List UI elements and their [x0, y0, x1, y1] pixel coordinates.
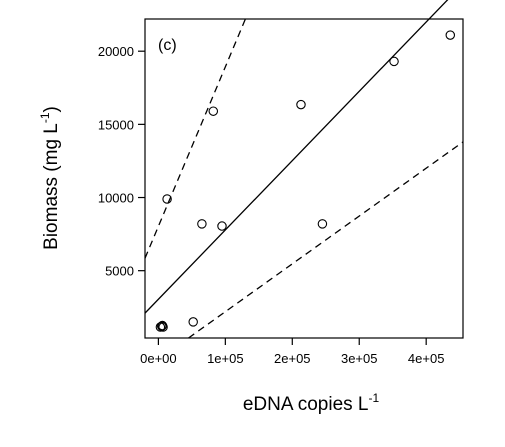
y-tick-label: 15000 [98, 117, 134, 132]
data-points [155, 30, 456, 332]
data-point [208, 106, 219, 116]
x-tick-label: 2e+05 [274, 351, 311, 366]
x-tick-label: 1e+05 [207, 351, 244, 366]
data-point [197, 219, 207, 229]
data-point [445, 30, 456, 40]
y-tick-label: 10000 [98, 191, 134, 206]
x-tick-label: 4e+05 [408, 351, 445, 366]
data-point [389, 56, 399, 67]
data-point [157, 320, 168, 331]
upper-confidence-line [144, 18, 247, 259]
data-point [155, 322, 166, 332]
panel-label: (c) [158, 37, 177, 54]
y-tick-label: 5000 [105, 264, 134, 279]
y-axis-ticks: 5000 10000 15000 20000 [98, 44, 145, 279]
data-point [188, 317, 198, 327]
regression-lines [144, 0, 464, 339]
data-point [156, 321, 167, 332]
fit-line [144, 0, 449, 314]
data-point [162, 194, 172, 204]
data-point [217, 221, 227, 231]
data-point [296, 99, 306, 110]
x-tick-label: 0e+00 [140, 351, 177, 366]
data-point [317, 219, 328, 229]
x-tick-label: 3e+05 [341, 351, 378, 366]
x-axis-title: eDNA copies L-1 [243, 391, 380, 415]
plot-frame [144, 18, 464, 339]
lower-confidence-line [188, 141, 464, 339]
x-axis-ticks: 0e+00 1e+05 2e+05 3e+05 4e+05 [140, 338, 444, 366]
y-tick-label: 20000 [98, 44, 134, 59]
y-axis-title: Biomass (mg L-1) [38, 106, 62, 250]
